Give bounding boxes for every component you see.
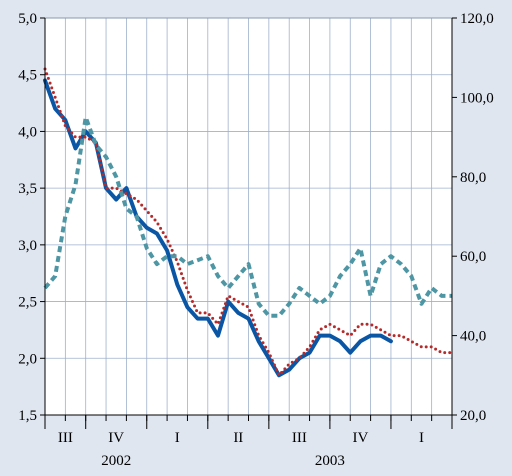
- left-tick-label: 4,5: [18, 68, 37, 84]
- left-tick-label: 2,0: [18, 351, 37, 367]
- left-tick-label: 2,5: [18, 295, 37, 311]
- year-label: 2002: [101, 453, 131, 469]
- year-label: 2003: [315, 453, 345, 469]
- right-tick-label: 100,0: [460, 90, 494, 106]
- period-label: III: [58, 430, 73, 446]
- period-label: IV: [353, 430, 369, 446]
- right-tick-label: 20,0: [460, 408, 486, 424]
- left-tick-label: 1,5: [18, 408, 37, 424]
- right-tick-label: 120,0: [460, 11, 494, 27]
- left-tick-label: 3,0: [18, 238, 37, 254]
- left-tick-label: 4,0: [18, 124, 37, 140]
- right-tick-label: 60,0: [460, 249, 486, 265]
- grid: [45, 18, 452, 415]
- period-label: II: [233, 430, 243, 446]
- left-tick-label: 5,0: [18, 11, 37, 27]
- period-label: I: [175, 430, 180, 446]
- period-label: IV: [108, 430, 124, 446]
- left-tick-label: 3,5: [18, 181, 37, 197]
- period-label: III: [292, 430, 307, 446]
- period-label: I: [419, 430, 424, 446]
- right-tick-label: 40,0: [460, 329, 486, 345]
- right-tick-label: 80,0: [460, 170, 486, 186]
